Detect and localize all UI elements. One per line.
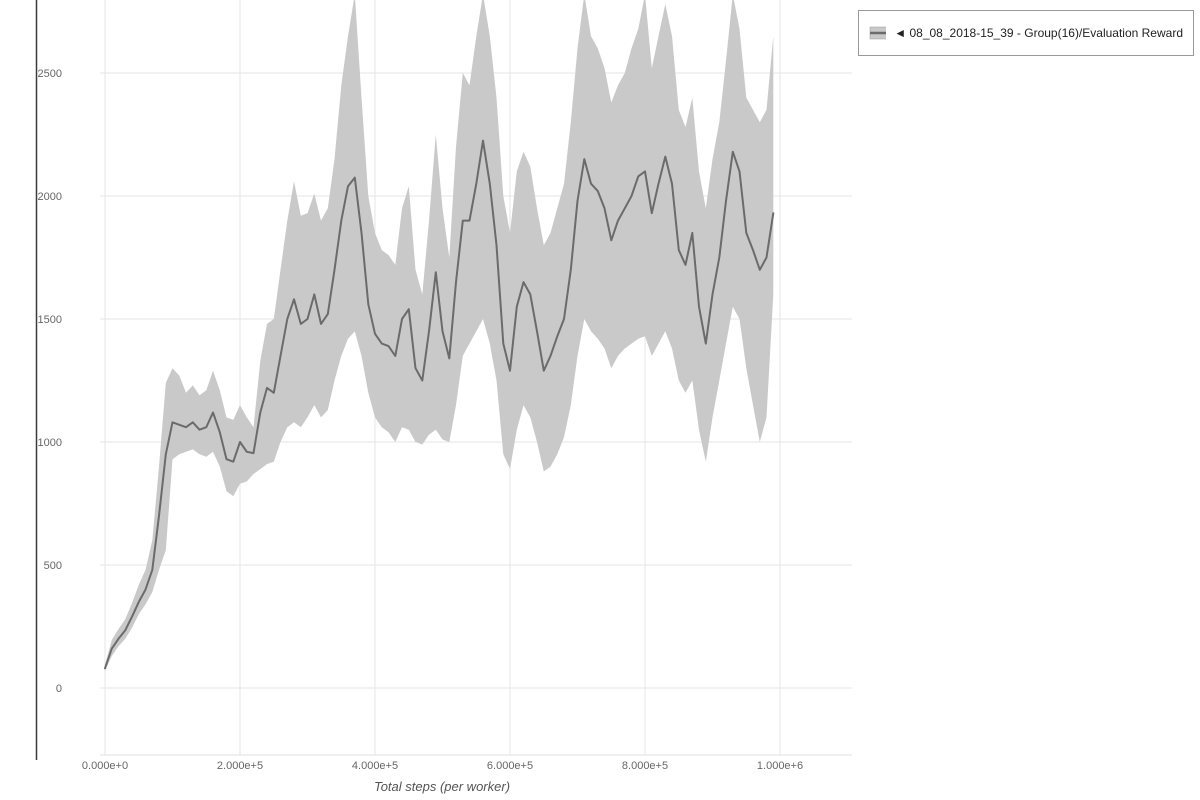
x-tick-label: 0.000e+0 <box>82 760 128 772</box>
y-tick-label: 2500 <box>38 68 62 80</box>
x-tick-label: 6.000e+5 <box>487 760 533 772</box>
legend-marker-icon <box>869 26 887 40</box>
x-tick-label: 1.000e+6 <box>757 760 803 772</box>
axes-group: 0 500 1000 1500 2000 2500 0.000e+0 2.000e+5 4.00… <box>38 68 804 772</box>
series-group <box>104 0 775 671</box>
y-tick-label: 0 <box>56 683 62 695</box>
y-tick-label: 1500 <box>38 314 62 326</box>
x-tick-label: 8.000e+5 <box>622 760 668 772</box>
x-axis-title: Total steps (per worker) <box>374 779 510 794</box>
y-tick-label: 2000 <box>38 191 62 203</box>
mean-line <box>104 139 775 670</box>
legend-label: ◄ 08_08_2018-15_39 - Group(16)/Evaluatio… <box>894 26 1183 40</box>
y-tick-label: 1000 <box>38 437 62 449</box>
x-tick-label: 4.000e+5 <box>352 760 398 772</box>
y-tick-label: 500 <box>44 560 62 572</box>
legend[interactable]: ◄ 08_08_2018-15_39 - Group(16)/Evaluatio… <box>858 10 1194 56</box>
confidence-band <box>105 0 774 671</box>
x-tick-label: 2.000e+5 <box>217 760 263 772</box>
